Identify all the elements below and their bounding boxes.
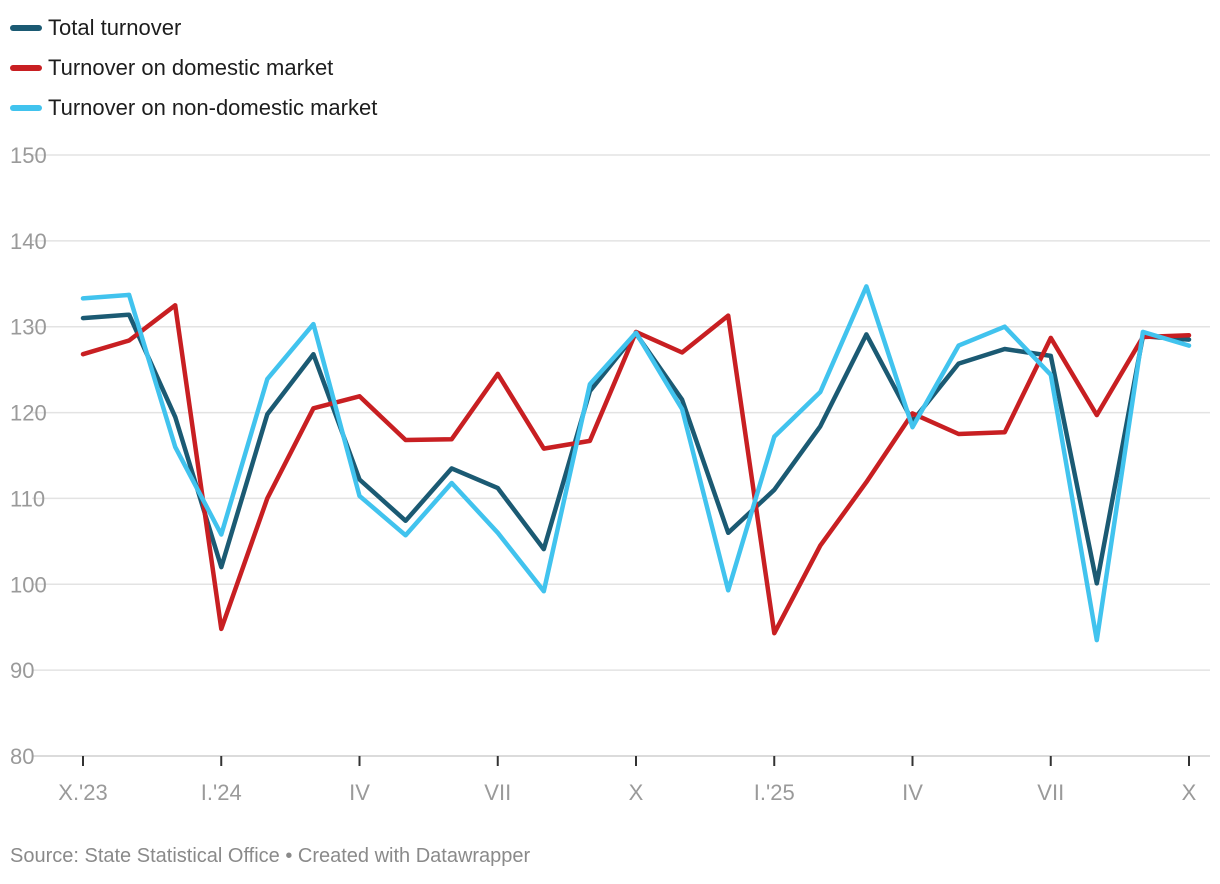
- legend-label-non-domestic: Turnover on non-domestic market: [48, 95, 378, 120]
- x-tick-label: IV: [902, 780, 923, 805]
- y-tick-label: 120: [10, 401, 47, 426]
- x-tick-label: X: [629, 780, 644, 805]
- legend-swatch-domestic: [10, 65, 42, 71]
- legend-swatch-non-domestic: [10, 105, 42, 111]
- y-tick-label: 140: [10, 229, 47, 254]
- x-tick-label: IV: [349, 780, 370, 805]
- legend-label-domestic: Turnover on domestic market: [48, 55, 334, 80]
- x-tick-label: VII: [484, 780, 511, 805]
- x-tick-label: X.'23: [58, 780, 107, 805]
- legend-item-total[interactable]: Total turnover: [10, 8, 377, 48]
- legend-label-total: Total turnover: [48, 15, 182, 40]
- y-tick-label: 130: [10, 315, 47, 340]
- series-line-2: [80, 284, 1192, 643]
- x-tick-label: I.'24: [201, 780, 242, 805]
- legend-swatch-total: [10, 25, 42, 31]
- y-tick-label: 150: [10, 143, 47, 168]
- y-tick-label: 100: [10, 572, 47, 597]
- y-tick-label: 110: [10, 486, 45, 511]
- x-tick-label: VII: [1037, 780, 1064, 805]
- source-note: Source: State Statistical Office • Creat…: [10, 845, 531, 867]
- x-tick-label: X: [1182, 780, 1197, 805]
- legend-item-domestic[interactable]: Turnover on domestic market: [10, 48, 377, 88]
- legend-item-non-domestic[interactable]: Turnover on non-domestic market: [10, 88, 377, 128]
- y-tick-label: 90: [10, 658, 34, 683]
- legend: Total turnover Turnover on domestic mark…: [10, 8, 377, 128]
- x-tick-label: I.'25: [754, 780, 795, 805]
- y-tick-label: 80: [10, 744, 34, 769]
